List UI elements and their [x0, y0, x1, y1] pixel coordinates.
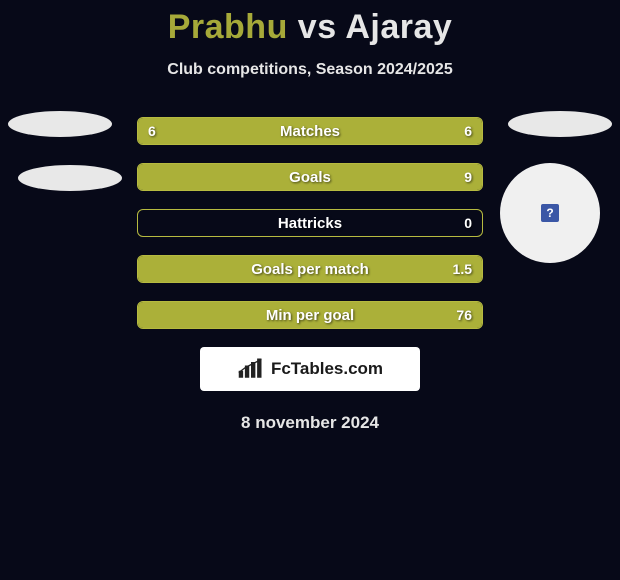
- stat-label: Matches: [138, 118, 482, 144]
- page-title: Prabhu vs Ajaray: [0, 0, 620, 47]
- stat-bar: 6Matches6: [137, 117, 483, 145]
- avatar-left-shadow-icon: [18, 165, 122, 191]
- stat-value-right: 6: [464, 118, 472, 144]
- stat-bar: Goals9: [137, 163, 483, 191]
- team-badge-right: ?: [500, 163, 600, 263]
- brand-pill[interactable]: FcTables.com: [200, 347, 420, 391]
- stat-value-right: 9: [464, 164, 472, 190]
- date-label: 8 november 2024: [0, 413, 620, 433]
- stat-bar: Hattricks0: [137, 209, 483, 237]
- stat-label: Goals per match: [138, 256, 482, 282]
- vs-separator: vs: [298, 8, 337, 46]
- stat-label: Min per goal: [138, 302, 482, 328]
- stat-value-right: 1.5: [453, 256, 472, 282]
- stat-label: Hattricks: [138, 210, 482, 236]
- avatar-left-placeholder-icon: [8, 111, 112, 137]
- subtitle: Club competitions, Season 2024/2025: [0, 61, 620, 79]
- avatar-right-placeholder-icon: [508, 111, 612, 137]
- stat-label: Goals: [138, 164, 482, 190]
- player1-name: Prabhu: [168, 8, 288, 46]
- stat-bar: Min per goal76: [137, 301, 483, 329]
- stat-value-right: 0: [464, 210, 472, 236]
- badge-unknown-icon: ?: [541, 204, 559, 222]
- brand-text: FcTables.com: [271, 359, 383, 379]
- bars-icon: [237, 358, 265, 380]
- comparison-panel: ? 6Matches6 Goals9 Hattricks0 Goals per mat…: [0, 117, 620, 433]
- stat-bar: Goals per match1.5: [137, 255, 483, 283]
- player2-name: Ajaray: [345, 8, 452, 46]
- stat-bars: 6Matches6 Goals9 Hattricks0 Goals per match…: [137, 117, 483, 329]
- stat-value-right: 76: [456, 302, 472, 328]
